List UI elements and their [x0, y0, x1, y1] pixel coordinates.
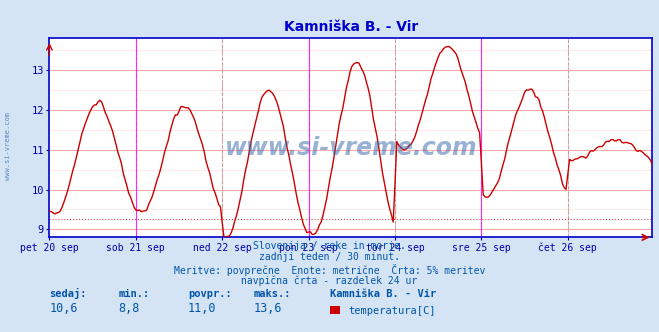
Text: 11,0: 11,0	[188, 302, 216, 315]
Text: povpr.:: povpr.:	[188, 289, 231, 299]
Text: 13,6: 13,6	[254, 302, 282, 315]
Text: Slovenija / reke in morje.: Slovenija / reke in morje.	[253, 241, 406, 251]
Text: Meritve: povprečne  Enote: metrične  Črta: 5% meritev: Meritve: povprečne Enote: metrične Črta:…	[174, 264, 485, 276]
Text: zadnji teden / 30 minut.: zadnji teden / 30 minut.	[259, 252, 400, 262]
Text: min.:: min.:	[119, 289, 150, 299]
Title: Kamniška B. - Vir: Kamniška B. - Vir	[284, 20, 418, 34]
Text: 10,6: 10,6	[49, 302, 78, 315]
Text: Kamniška B. - Vir: Kamniška B. - Vir	[330, 289, 436, 299]
Text: sedaj:: sedaj:	[49, 288, 87, 299]
Text: www.si-vreme.com: www.si-vreme.com	[5, 112, 11, 180]
Text: 8,8: 8,8	[119, 302, 140, 315]
Text: temperatura[C]: temperatura[C]	[348, 306, 436, 316]
Text: www.si-vreme.com: www.si-vreme.com	[225, 136, 477, 160]
Text: maks.:: maks.:	[254, 289, 291, 299]
Text: navpična črta - razdelek 24 ur: navpična črta - razdelek 24 ur	[241, 276, 418, 286]
